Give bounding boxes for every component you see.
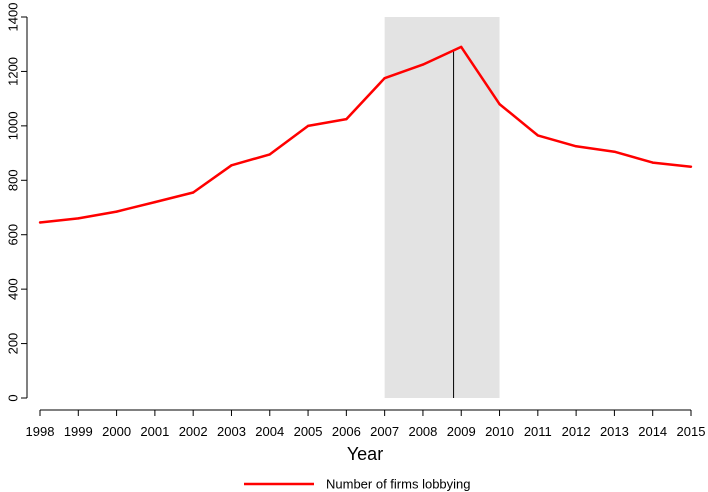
- x-tick-label: 2001: [140, 424, 169, 439]
- data-point: [689, 165, 693, 168]
- x-tick-label: 2009: [447, 424, 476, 439]
- x-tick-label: 2002: [179, 424, 208, 439]
- data-point: [153, 200, 157, 204]
- data-point: [460, 45, 463, 49]
- x-tick-label: 2008: [408, 424, 437, 439]
- data-point: [77, 217, 80, 220]
- x-tick-label: 2004: [255, 424, 284, 439]
- x-axis-title: Year: [347, 444, 383, 464]
- y-tick-label: 800: [6, 169, 21, 191]
- data-point: [651, 161, 654, 164]
- y-tick-label: 1000: [6, 111, 21, 140]
- x-tick-label: 2010: [485, 424, 514, 439]
- x-tick-label: 2013: [600, 424, 629, 439]
- y-tick-label: 1400: [6, 3, 21, 32]
- x-tick-label: 2005: [294, 424, 323, 439]
- y-tick-label: 200: [6, 333, 21, 355]
- x-tick-label: 2000: [102, 424, 131, 439]
- legend: Number of firms lobbying: [244, 477, 471, 492]
- data-point: [498, 102, 501, 106]
- shaded-region-layer: [384, 17, 500, 398]
- legend-label: Number of firms lobbying: [326, 477, 471, 492]
- y-tick-label: 400: [6, 278, 21, 300]
- x-tick-label: 2003: [217, 424, 246, 439]
- shaded-region: [384, 17, 500, 398]
- y-tick-label: 600: [6, 224, 21, 246]
- data-point: [268, 153, 271, 156]
- y-tick-label: 1200: [6, 57, 21, 86]
- data-point: [574, 145, 578, 148]
- x-tick-label: 2015: [677, 424, 706, 439]
- x-tick-label: 2014: [638, 424, 667, 439]
- data-point: [421, 63, 425, 66]
- x-tick-label: 2011: [524, 424, 552, 439]
- x-tick-label: 2006: [332, 424, 361, 439]
- x-tick-label: 2012: [562, 424, 591, 439]
- data-point: [345, 117, 348, 121]
- data-point: [383, 77, 386, 80]
- data-point: [613, 150, 616, 153]
- axes-layer: 0 200 400 600 800 1000 1200 1400 1998 1999 2000 200…: [6, 3, 706, 439]
- x-tick-label: 1999: [64, 424, 93, 439]
- data-point: [115, 210, 118, 213]
- x-tick-label: 2007: [370, 424, 399, 439]
- data-point: [38, 221, 42, 224]
- data-point: [306, 124, 310, 128]
- data-layer: [38, 45, 693, 398]
- data-point: [230, 164, 233, 167]
- series-line: [39, 45, 692, 224]
- y-tick-label: 0: [6, 394, 21, 401]
- x-tick-label: 1998: [26, 424, 55, 439]
- data-point: [536, 134, 539, 137]
- data-point: [192, 191, 195, 194]
